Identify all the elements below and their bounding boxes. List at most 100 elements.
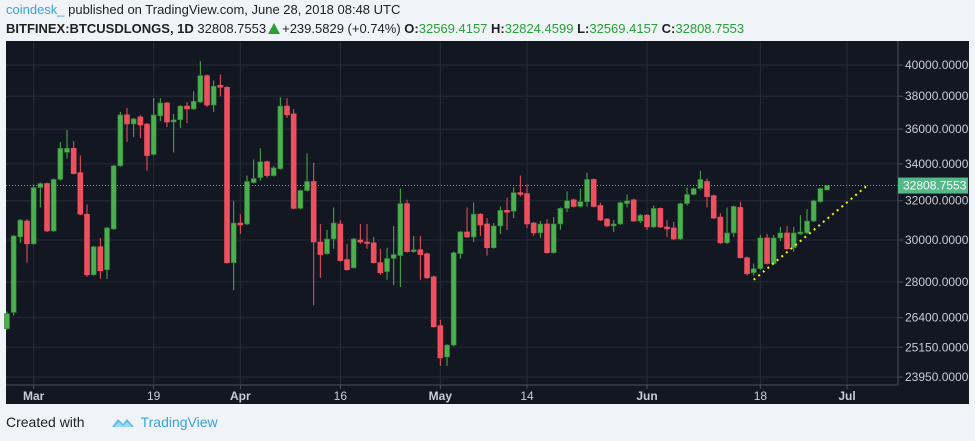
candle-body — [670, 227, 677, 240]
price-tick-label: 30000.0000 — [905, 233, 969, 247]
candle — [250, 159, 257, 184]
time-axis[interactable]: Mar 19 Apr 16 May 14 Jun 18 Jul — [23, 385, 856, 403]
candle — [784, 225, 790, 250]
candle-body — [324, 238, 330, 255]
candle-body — [137, 116, 144, 126]
candle-body — [530, 222, 537, 234]
candle — [277, 97, 284, 170]
candle-body — [504, 210, 510, 213]
candle-body — [210, 85, 217, 106]
candle-body — [517, 192, 524, 195]
candle-body — [584, 179, 590, 202]
candle-body — [757, 237, 764, 269]
candle-body — [824, 185, 830, 191]
low-label: L: — [577, 21, 590, 36]
candle — [130, 117, 137, 138]
candle — [510, 187, 517, 219]
candle-body — [777, 232, 784, 239]
candle — [617, 201, 624, 225]
candle-body — [397, 203, 404, 256]
candle-body — [50, 179, 57, 232]
candle — [630, 198, 637, 223]
candle — [237, 214, 244, 234]
candle — [817, 187, 824, 203]
candle — [284, 98, 290, 118]
created-with-text: Created with — [6, 414, 85, 430]
candle-body — [710, 195, 717, 219]
candle — [430, 275, 437, 328]
candle-body — [157, 102, 164, 117]
author-link[interactable]: coindesk_ — [6, 2, 65, 17]
candle-body — [184, 105, 190, 110]
candle — [517, 175, 524, 197]
price-axis[interactable]: 40000.0000 38000.0000 36000.0000 34000.0000… — [898, 58, 969, 384]
candle-body — [750, 268, 757, 273]
candle-body — [630, 199, 637, 222]
candle-body — [537, 223, 544, 234]
candle-body — [557, 208, 564, 225]
candle-body — [664, 226, 670, 230]
candle-body — [244, 181, 250, 225]
candle — [217, 74, 224, 97]
candle-body — [417, 249, 424, 255]
tradingview-link[interactable]: TradingView — [140, 414, 218, 430]
candle — [644, 214, 650, 230]
candle — [344, 243, 350, 271]
candle — [264, 160, 270, 178]
candle-body — [204, 75, 210, 106]
candle-body — [450, 252, 457, 346]
candle — [777, 226, 784, 242]
candle — [690, 187, 697, 196]
candle — [570, 198, 577, 208]
candle — [810, 199, 817, 223]
candle — [797, 215, 804, 235]
candle — [697, 170, 704, 190]
candle — [610, 220, 617, 232]
candle — [444, 344, 450, 366]
candle — [350, 237, 357, 269]
candle-body — [257, 161, 264, 178]
candle-body — [497, 210, 504, 227]
time-tick-label: 14 — [520, 389, 534, 403]
candle-body — [344, 259, 350, 270]
candle-body — [70, 148, 77, 174]
candle — [824, 185, 830, 191]
candle — [484, 218, 490, 256]
candle-body — [637, 214, 644, 222]
candle — [717, 213, 724, 244]
candle — [710, 194, 717, 220]
footer: Created with TradingView — [6, 414, 218, 430]
candle-body — [190, 100, 197, 110]
close-label: C: — [661, 21, 676, 36]
candle — [437, 319, 444, 366]
candle — [377, 248, 384, 275]
candle-body — [164, 102, 170, 123]
candle — [737, 201, 744, 259]
candle — [210, 80, 217, 112]
candle-body — [724, 232, 730, 244]
candle-body — [704, 181, 710, 197]
candle-body — [377, 262, 384, 273]
candle-body — [730, 206, 737, 234]
candle — [384, 247, 390, 280]
candle — [450, 251, 457, 347]
overlay — [6, 184, 898, 281]
candle-body — [130, 118, 137, 125]
candle — [10, 234, 17, 316]
candle — [670, 222, 677, 240]
candle-body — [97, 246, 104, 272]
published-text: published on TradingView.com, June 28, 2… — [68, 2, 401, 17]
price-tick-label: 40000.0000 — [905, 58, 969, 72]
candle-body — [357, 239, 364, 243]
last-price-badge — [898, 177, 968, 194]
candle — [537, 221, 544, 238]
candle-body — [264, 161, 270, 176]
time-tick-label: 16 — [334, 389, 348, 403]
candle-body — [610, 223, 617, 227]
candle — [390, 225, 397, 286]
candle — [317, 223, 324, 278]
candle — [4, 311, 10, 330]
candle-body — [390, 254, 397, 259]
price-tick-label: 36000.0000 — [905, 122, 969, 136]
